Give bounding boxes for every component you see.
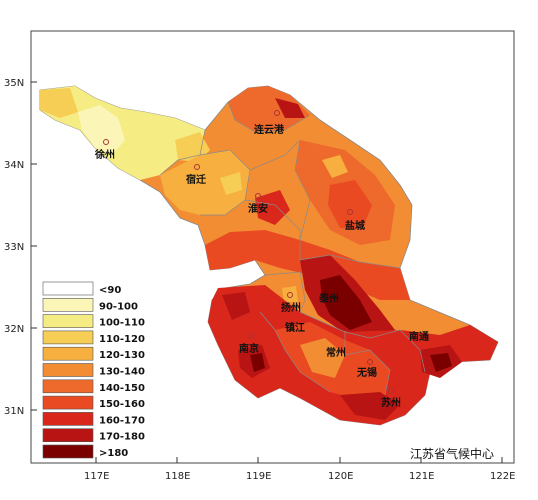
legend-label: 90-100 xyxy=(99,301,138,312)
legend-swatch xyxy=(42,314,94,328)
lon-tick-label: 120E xyxy=(328,471,353,482)
city-label-zhenjiang: 镇江 xyxy=(285,321,305,334)
zone-170-180-lyg xyxy=(275,98,305,118)
legend-swatch xyxy=(42,412,94,426)
legend-swatch xyxy=(42,363,94,377)
legend-label: <90 xyxy=(99,285,121,296)
lon-tick-label: 122E xyxy=(490,471,515,482)
legend: <90 90-100 100-110 110-120 120-130 130-140 140… xyxy=(42,281,145,459)
city-marker-lianyungang xyxy=(274,110,280,116)
city-label-changzhou: 常州 xyxy=(326,346,346,359)
zone-170-180-nj-north xyxy=(222,292,250,320)
legend-label: 170-180 xyxy=(99,432,145,443)
city-marker-yancheng xyxy=(347,209,353,215)
legend-swatch xyxy=(42,281,94,296)
lat-tick-label: 31N xyxy=(4,406,24,417)
legend-label: 160-170 xyxy=(99,415,145,426)
city-label-huaian: 淮安 xyxy=(248,202,268,215)
city-marker-xuzhou xyxy=(103,139,109,145)
legend-swatch xyxy=(42,330,94,345)
zone-160-170-ha xyxy=(255,190,290,225)
legend-swatch xyxy=(42,346,94,361)
zone-130-140-south xyxy=(300,338,345,378)
lon-axis: 117E 118E 119E 120E 121E 122E xyxy=(84,457,515,482)
zone-gt180-nj xyxy=(250,353,265,372)
city-label-xuzhou: 徐州 xyxy=(94,148,115,161)
city-marker-suzhou xyxy=(388,388,394,394)
legend-swatch xyxy=(42,297,94,312)
city-labels: 连云港 徐州 宿迁 淮安 盐城 泰州 扬州 镇江 南通 南京 常州 无锡 苏州 xyxy=(94,123,429,409)
legend-label: 120-130 xyxy=(99,350,145,361)
legend-label: 150-160 xyxy=(99,399,145,410)
lon-tick-label: 121E xyxy=(409,471,434,482)
zone-120-130-yc xyxy=(322,155,348,178)
zone-170-180-sz xyxy=(340,392,400,420)
lat-tick-label: 34N xyxy=(4,160,24,171)
city-marker-wuxi xyxy=(367,359,373,365)
city-label-nanjing: 南京 xyxy=(239,342,259,355)
city-label-taizhou: 泰州 xyxy=(318,292,339,305)
city-marker-suqian xyxy=(194,164,200,170)
zone-gt180-nt xyxy=(430,353,452,372)
province-map xyxy=(39,85,499,426)
zone-140-150-lyg xyxy=(228,86,310,132)
city-label-wuxi: 无锡 xyxy=(356,366,377,379)
legend-swatch xyxy=(42,379,94,394)
city-marker-yangzhou xyxy=(287,292,293,298)
city-label-yangzhou: 扬州 xyxy=(281,301,301,314)
municipal-boundaries xyxy=(159,101,426,396)
zone-90-100 xyxy=(78,105,125,155)
lon-tick-label: 118E xyxy=(165,471,190,482)
legend-swatch xyxy=(42,444,94,459)
city-marker-nanjing xyxy=(247,333,253,339)
legend-swatch xyxy=(42,395,94,410)
zone-gt180-tz xyxy=(320,275,372,330)
legend-label: 130-140 xyxy=(99,367,145,378)
lat-tick-label: 32N xyxy=(4,324,24,335)
lat-tick-label: 33N xyxy=(4,242,24,253)
legend-label: >180 xyxy=(99,448,128,459)
lon-tick-label: 117E xyxy=(84,471,109,482)
lat-axis: 35N 34N 33N 32N 31N xyxy=(4,78,37,417)
zone-150-160-yc xyxy=(328,180,372,230)
lat-tick-label: 35N xyxy=(4,78,24,89)
legend-label: 100-110 xyxy=(99,318,145,329)
zone-110-120-suqian xyxy=(220,172,242,195)
city-label-lianyungang: 连云港 xyxy=(254,123,285,136)
zone-110-120-west xyxy=(40,88,78,118)
zone-120-130 xyxy=(160,150,250,215)
city-label-suqian: 宿迁 xyxy=(186,173,206,186)
legend-label: 110-120 xyxy=(99,334,145,345)
city-label-nantong: 南通 xyxy=(409,330,429,343)
city-label-suzhou: 苏州 xyxy=(381,396,401,409)
lon-tick-label: 119E xyxy=(246,471,271,482)
credit-label: 江苏省气候中心 xyxy=(410,446,494,461)
city-label-yancheng: 盐城 xyxy=(345,219,365,232)
legend-label: 140-150 xyxy=(99,383,145,394)
legend-swatch xyxy=(42,428,94,443)
city-marker-huaian xyxy=(255,193,261,199)
city-markers xyxy=(103,110,394,394)
zone-120-130-yz xyxy=(282,286,298,302)
